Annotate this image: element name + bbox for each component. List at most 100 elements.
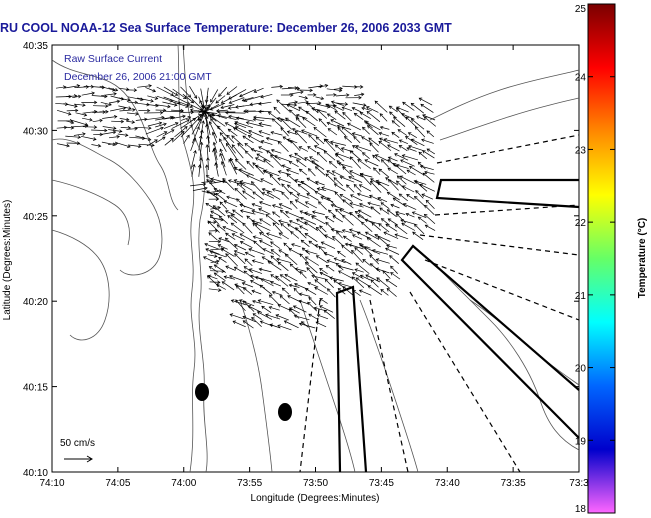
current-vector-head [378,168,383,173]
current-vector-head [209,114,213,119]
current-vector-head [423,116,428,120]
current-vector [325,173,336,184]
current-vector-head [352,145,356,149]
current-vector-head [371,248,376,253]
current-vector [350,156,362,169]
current-vector-head [237,142,241,147]
current-vector-head [277,324,281,328]
station-marker [278,403,292,421]
current-vector-head [330,119,334,123]
current-vector [259,240,273,248]
current-vector-head [349,211,353,216]
current-vector [396,106,409,113]
current-vector-head [207,114,212,118]
current-vector-head [265,313,269,318]
current-vector-head [233,179,238,183]
current-vector-head [410,118,415,122]
current-vector-head [311,274,315,279]
current-vector [205,248,220,255]
current-vector [260,278,274,287]
current-vector-head [386,244,390,248]
current-vector-head [210,98,214,103]
current-vector-head [387,218,392,222]
current-vector-head [210,112,215,117]
current-vector [338,162,353,168]
current-vector-head [134,100,139,105]
current-vector [306,193,319,201]
current-vector-head [225,142,230,147]
current-vector-head [273,106,277,111]
current-vector-head [248,248,252,252]
current-vector-head [296,86,301,91]
current-vector-head [281,287,286,292]
current-vector-head [270,249,275,253]
current-vector-head [349,194,354,198]
current-vector [259,123,272,127]
current-vector [399,145,408,152]
current-vector-head [287,223,291,228]
current-vector [229,275,246,282]
current-vector [174,126,188,138]
current-vector [203,256,219,265]
current-vector-head [279,295,284,299]
current-vector-head [234,253,238,257]
current-vector [307,146,317,153]
current-vector [221,248,235,257]
current-vector [401,113,415,120]
current-vector [390,265,398,274]
current-vector [352,102,367,106]
current-vector-head [304,96,309,100]
current-vector [387,209,397,217]
current-vector [218,237,230,243]
current-vector [352,107,362,113]
current-vector [309,156,319,162]
current-vector [305,256,319,266]
current-vector-head [258,267,263,272]
current-vector-head [373,167,377,171]
current-vector [210,214,219,225]
current-vector [155,123,167,128]
current-vector-head [369,142,373,147]
current-vector-head [234,187,239,192]
current-vector [219,215,229,224]
current-vector [396,180,407,191]
current-vector-head [265,136,270,141]
current-vector-head [278,219,282,224]
current-vector-head [215,100,219,104]
current-vector-head [210,118,214,122]
current-vector-head [357,214,361,219]
current-vector-head [316,187,321,191]
current-vector-head [183,95,187,99]
current-vector [156,86,174,96]
current-vector-head [320,96,325,101]
current-vector-head [67,111,72,116]
current-vector-head [116,134,120,139]
current-vector [287,184,299,194]
current-vector-head [271,290,276,295]
current-vector [355,262,370,274]
current-vector [414,196,426,207]
current-vector-head [335,208,339,213]
current-vector [234,179,246,185]
current-vector [360,112,371,120]
current-vector-head [218,237,222,241]
current-vector-head [414,195,418,200]
current-vector-head [299,225,303,229]
current-vector [422,114,436,121]
current-vector-head [256,311,261,315]
current-vector-head [238,168,243,172]
current-vector [378,223,390,233]
current-vector-head [66,143,70,148]
current-vector-head [298,168,303,173]
current-vector-head [234,120,239,125]
current-vector [251,290,262,295]
current-vector-head [295,227,299,231]
current-vector-head [400,218,404,223]
current-vector-head [327,128,332,132]
current-vector [297,101,309,104]
current-vector [224,276,235,280]
current-vector-head [421,138,425,143]
current-vector [376,258,390,264]
current-vector-head [316,109,321,113]
current-vector [92,86,105,88]
